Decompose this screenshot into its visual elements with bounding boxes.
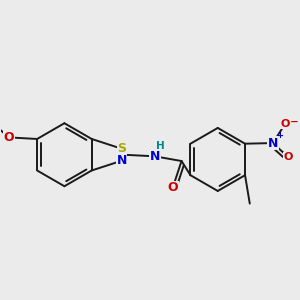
Text: −: − — [290, 117, 298, 127]
Text: O: O — [167, 181, 178, 194]
Text: N: N — [116, 154, 127, 167]
Text: O: O — [281, 118, 290, 128]
Text: H: H — [156, 141, 165, 151]
Text: O: O — [3, 131, 14, 144]
Text: O: O — [284, 152, 293, 162]
Text: N: N — [268, 136, 278, 150]
Text: N: N — [150, 150, 160, 163]
Text: +: + — [276, 131, 283, 140]
Text: S: S — [117, 142, 126, 155]
